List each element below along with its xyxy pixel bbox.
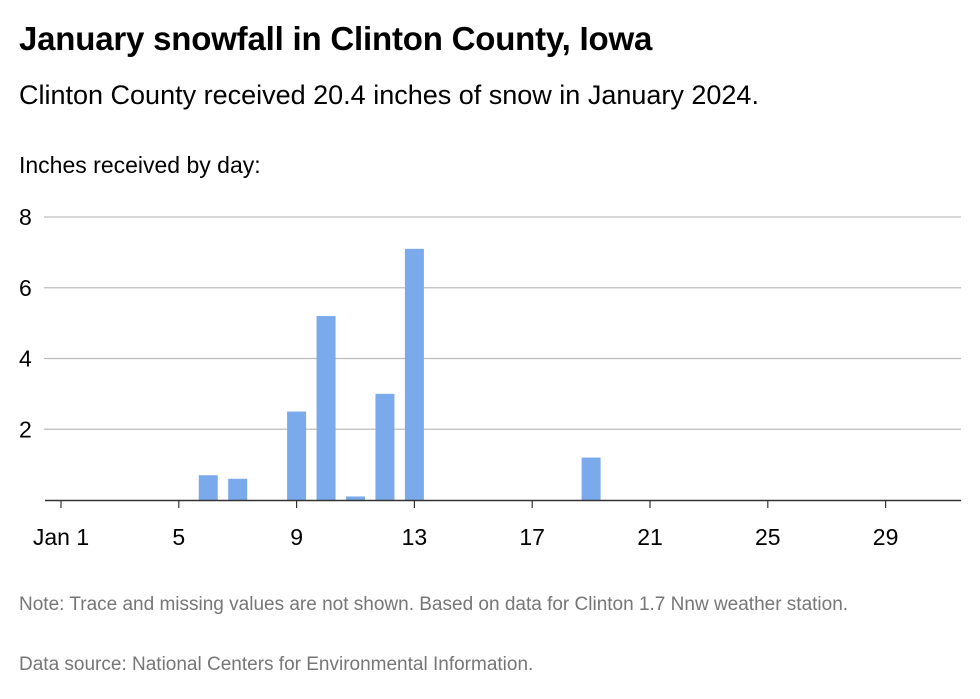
y-axis-label: Inches received by day:: [19, 152, 261, 178]
bar-jan-10: [316, 316, 336, 500]
y-tick-label: 2: [19, 416, 32, 442]
y-tick-label: 8: [19, 204, 32, 230]
bar-jan-19: [581, 457, 601, 500]
x-axis: Jan 1 5 9 13 17 21 25 29: [33, 499, 961, 550]
chart-note: Note: Trace and missing values are not s…: [19, 594, 849, 615]
bars: [198, 248, 601, 500]
x-tick-label: 29: [873, 524, 899, 550]
x-tick-label: Jan 1: [33, 524, 89, 550]
x-tick-label: 25: [755, 524, 781, 550]
gridlines: [44, 216, 961, 430]
bar-jan-9: [287, 411, 307, 500]
x-tick-label: 21: [637, 524, 663, 550]
data-source: Data source: National Centers for Enviro…: [19, 654, 534, 675]
bar-jan-7: [228, 478, 248, 500]
x-tick-label: 13: [402, 524, 428, 550]
bar-jan-13: [404, 248, 424, 500]
x-tick-label: 5: [172, 524, 185, 550]
chart-title: January snowfall in Clinton County, Iowa: [19, 20, 653, 57]
y-tick-label: 6: [19, 275, 32, 301]
y-tick-label: 4: [19, 346, 32, 372]
y-axis: 2 4 6 8: [19, 204, 32, 442]
bar-jan-6: [198, 475, 218, 500]
x-tick-label: 9: [290, 524, 303, 550]
chart-subtitle: Clinton County received 20.4 inches of s…: [19, 80, 759, 110]
bar-jan-11: [346, 496, 365, 500]
bar-jan-12: [375, 393, 395, 500]
x-tick-label: 17: [519, 524, 545, 550]
